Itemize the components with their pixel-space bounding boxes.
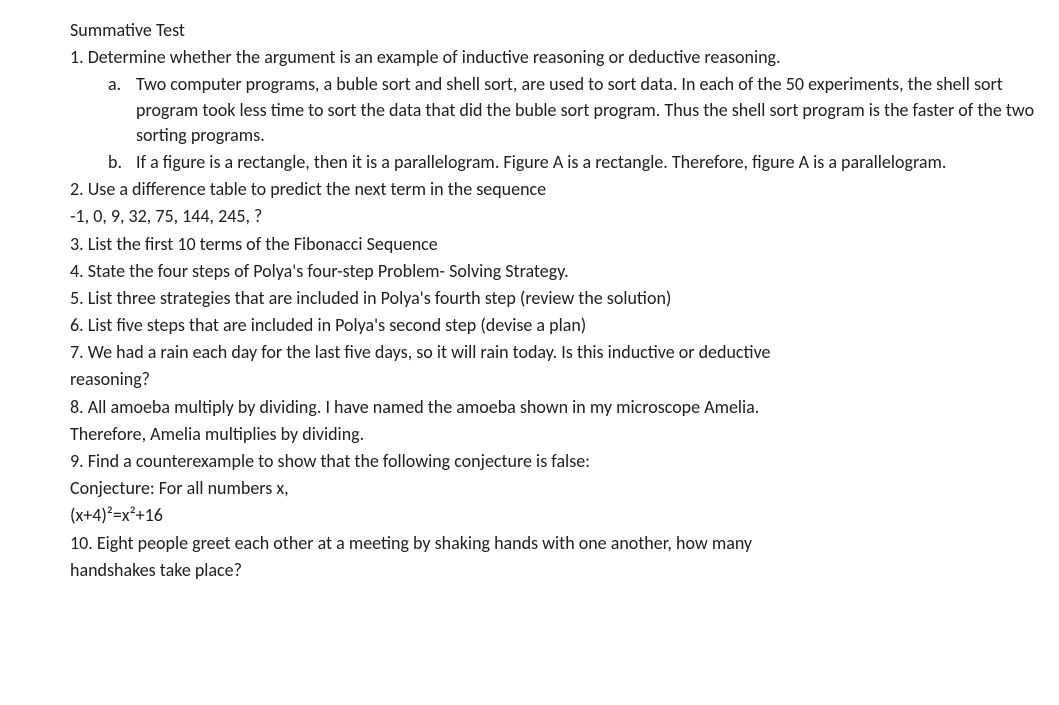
question-7-line2: reasoning? xyxy=(70,367,1059,392)
question-3: 3. List the first 10 terms of the Fibona… xyxy=(70,232,1059,257)
question-10-line1: 10. Eight people greet each other at a m… xyxy=(70,531,1059,556)
sub-b-label: b. xyxy=(108,150,136,175)
question-6: 6. List five steps that are included in … xyxy=(70,313,1059,338)
sub-a-label: a. xyxy=(108,72,136,97)
sub-b-text: If a figure is a rectangle, then it is a… xyxy=(136,150,1055,175)
question-10-line2: handshakes take place? xyxy=(70,558,1059,583)
question-9-line2: Conjecture: For all numbers x, xyxy=(70,476,1059,501)
question-1-sub-a: a.Two computer programs, a buble sort an… xyxy=(70,72,1059,148)
question-7-line1: 7. We had a rain each day for the last f… xyxy=(70,340,1059,365)
question-1-sub-b: b.If a figure is a rectangle, then it is… xyxy=(70,150,1059,175)
question-8-line2: Therefore, Amelia multiplies by dividing… xyxy=(70,422,1059,447)
question-5: 5. List three strategies that are includ… xyxy=(70,286,1059,311)
question-8-line1: 8. All amoeba multiply by dividing. I ha… xyxy=(70,395,1059,420)
question-4: 4. State the four steps of Polya's four-… xyxy=(70,259,1059,284)
question-9-line3: (x+4)²=x²+16 xyxy=(70,503,1059,528)
document-title: Summative Test xyxy=(70,18,1059,43)
sub-a-text: Two computer programs, a buble sort and … xyxy=(136,72,1055,148)
question-2-sequence: -1, 0, 9, 32, 75, 144, 245, ? xyxy=(70,204,1059,229)
question-9-line1: 9. Find a counterexample to show that th… xyxy=(70,449,1059,474)
question-1-prompt: 1. Determine whether the argument is an … xyxy=(70,45,1059,70)
question-2-prompt: 2. Use a difference table to predict the… xyxy=(70,177,1059,202)
